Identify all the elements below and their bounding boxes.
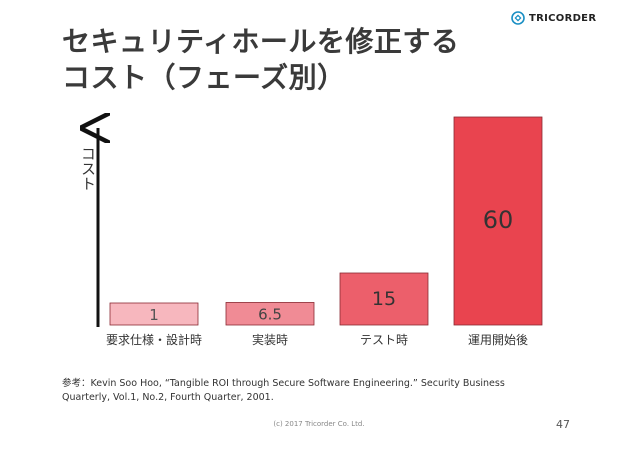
brand-name: TRICORDER xyxy=(529,12,597,24)
bar-value-label-3: 15 xyxy=(372,288,396,310)
category-label-4: 運用開始後 xyxy=(468,333,528,347)
bar-4 xyxy=(453,116,543,326)
bar-3 xyxy=(339,272,429,326)
footnote-line-1: 参考：Kevin Soo Hoo, “Tangible ROI through … xyxy=(62,378,505,389)
bar-value-label-4: 60 xyxy=(483,206,514,234)
bar-value-label-1: 1 xyxy=(149,306,159,324)
bar-2 xyxy=(225,302,315,326)
page-number: 47 xyxy=(556,418,570,431)
tricorder-logo-icon xyxy=(511,11,525,25)
bar-1 xyxy=(109,302,199,326)
category-label-3: テスト時 xyxy=(360,333,408,347)
y-axis-label: コスト xyxy=(79,146,97,191)
category-label-1: 要求仕様・設計時 xyxy=(106,332,202,347)
slide-title: セキュリティホールを修正する コスト（フェーズ別） xyxy=(62,24,459,96)
brand-logo: TRICORDER xyxy=(511,11,596,25)
bar-value-label-2: 6.5 xyxy=(258,306,282,324)
footnote-line-2: Quarterly, Vol.1, No.2, Fourth Quarter, … xyxy=(62,392,274,403)
copyright-notice: (c) 2017 Tricorder Co. Ltd. xyxy=(273,420,365,428)
category-label-2: 実装時 xyxy=(252,332,288,347)
slide-title-line-1: セキュリティホールを修正する xyxy=(62,25,460,58)
source-footnote: 参考：Kevin Soo Hoo, “Tangible ROI through … xyxy=(62,377,582,405)
slide-title-line-2: コスト（フェーズ別） xyxy=(62,61,346,94)
